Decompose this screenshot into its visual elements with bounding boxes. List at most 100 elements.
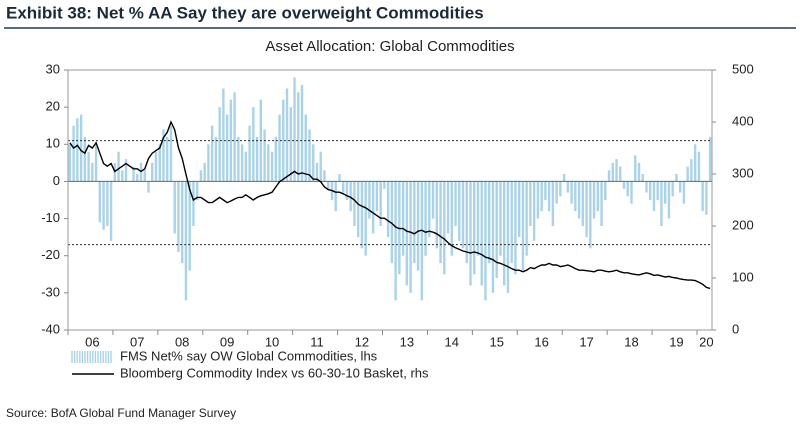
bar bbox=[439, 181, 442, 264]
bar bbox=[270, 151, 274, 182]
bar bbox=[649, 181, 652, 200]
y-tick-label: -20 bbox=[41, 247, 60, 262]
x-tick-label: 07 bbox=[130, 334, 144, 349]
bar bbox=[371, 181, 375, 234]
bar bbox=[506, 181, 510, 293]
bar bbox=[390, 181, 394, 264]
bar bbox=[117, 151, 120, 182]
bar bbox=[566, 181, 570, 193]
bar bbox=[574, 181, 577, 212]
x-tick-label: 20 bbox=[699, 334, 713, 349]
bar bbox=[315, 162, 319, 182]
bar bbox=[555, 181, 558, 204]
bar bbox=[327, 181, 330, 189]
bar bbox=[559, 181, 562, 197]
bar bbox=[195, 181, 199, 200]
bar bbox=[420, 181, 424, 301]
bar bbox=[409, 181, 412, 293]
bar bbox=[83, 136, 87, 182]
bar bbox=[252, 107, 255, 182]
chart-title: Exhibit 38: Net % AA Say they are overwe… bbox=[6, 3, 484, 22]
bar bbox=[248, 125, 251, 182]
bar bbox=[383, 181, 386, 189]
bar bbox=[184, 181, 188, 301]
bar bbox=[678, 181, 682, 193]
bar bbox=[401, 181, 405, 256]
x-tick-label: 17 bbox=[579, 334, 593, 349]
bar bbox=[158, 144, 161, 182]
bar bbox=[652, 181, 656, 212]
bar bbox=[360, 181, 364, 249]
bar bbox=[124, 159, 128, 182]
x-tick-label: 12 bbox=[355, 334, 369, 349]
y-tick-label: 30 bbox=[46, 61, 60, 76]
bar bbox=[682, 181, 686, 204]
legend-label: Bloomberg Commodity Index vs 60-30-10 Ba… bbox=[120, 365, 429, 380]
bar bbox=[540, 181, 543, 212]
bar bbox=[375, 181, 379, 212]
bar bbox=[596, 181, 600, 212]
bar bbox=[619, 166, 622, 182]
bar bbox=[180, 181, 184, 264]
bar bbox=[274, 136, 278, 182]
bar bbox=[356, 181, 360, 238]
bar bbox=[589, 181, 592, 249]
bar bbox=[91, 162, 94, 182]
bar bbox=[368, 181, 371, 219]
bar bbox=[637, 162, 641, 182]
bar bbox=[532, 181, 536, 241]
bar bbox=[671, 181, 674, 197]
bar bbox=[476, 181, 480, 256]
bar bbox=[529, 181, 532, 226]
bar bbox=[106, 181, 109, 226]
bar bbox=[72, 125, 75, 182]
bar bbox=[465, 181, 468, 264]
bar bbox=[229, 99, 233, 182]
bar bbox=[323, 170, 326, 182]
bar bbox=[446, 181, 450, 234]
bar bbox=[207, 144, 210, 182]
bar bbox=[405, 181, 409, 286]
y-tick-label: 0 bbox=[53, 173, 60, 188]
x-tick-label: 19 bbox=[669, 334, 683, 349]
y-tick-label: 10 bbox=[46, 136, 60, 151]
bar bbox=[218, 107, 221, 182]
bar bbox=[237, 136, 240, 182]
plot-frame bbox=[67, 69, 713, 331]
bar bbox=[615, 159, 618, 182]
bar bbox=[458, 181, 461, 241]
x-tick-label: 14 bbox=[445, 334, 459, 349]
bar bbox=[600, 181, 603, 226]
bar bbox=[435, 181, 439, 249]
bar bbox=[109, 181, 113, 241]
bar bbox=[386, 181, 390, 238]
bar bbox=[656, 181, 659, 200]
bar bbox=[169, 125, 173, 182]
bar bbox=[177, 181, 180, 252]
bar bbox=[502, 181, 506, 286]
bar bbox=[641, 174, 644, 182]
bar bbox=[203, 162, 206, 182]
y2-tick-label: 0 bbox=[732, 321, 739, 336]
bar bbox=[469, 181, 472, 286]
bar bbox=[143, 170, 146, 182]
legend-label: FMS Net% say OW Global Commodities, lhs bbox=[120, 348, 378, 363]
bar bbox=[319, 151, 322, 182]
bar bbox=[300, 84, 304, 182]
bar bbox=[488, 181, 491, 264]
bar bbox=[697, 151, 701, 182]
bar bbox=[364, 181, 367, 256]
bar bbox=[660, 181, 663, 226]
bar bbox=[338, 174, 341, 182]
x-tick-label: 09 bbox=[220, 334, 234, 349]
bar bbox=[345, 181, 349, 200]
bar bbox=[394, 181, 397, 301]
bar bbox=[121, 170, 124, 182]
bar bbox=[495, 181, 498, 278]
chart-subtitle: Asset Allocation: Global Commodities bbox=[265, 38, 514, 55]
bar bbox=[192, 181, 195, 226]
bar bbox=[491, 181, 495, 293]
bar bbox=[592, 181, 596, 219]
bar bbox=[416, 181, 420, 271]
